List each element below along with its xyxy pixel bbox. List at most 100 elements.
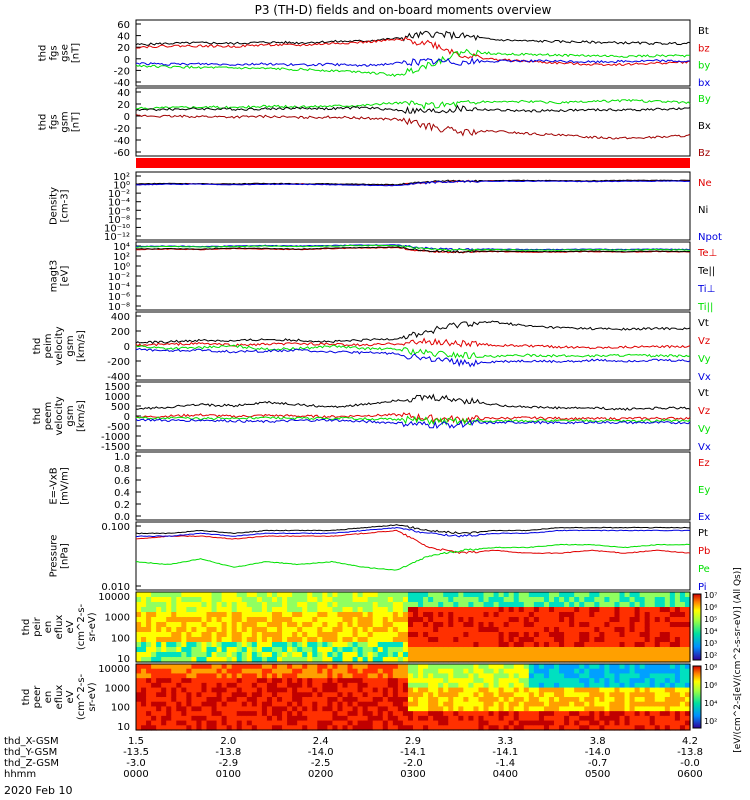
heatmap-cell (483, 617, 490, 623)
heatmap-cell (453, 720, 459, 726)
heatmap-cell (322, 622, 328, 628)
heatmap-cell (327, 678, 334, 684)
heatmap-cell (453, 647, 459, 653)
heatmap-cell (231, 701, 238, 708)
heatmap-cell (413, 711, 419, 717)
heatmap-cell (342, 597, 349, 603)
series-line-green (135, 48, 691, 78)
heatmap-cell (277, 647, 283, 653)
heatmap-cell (423, 657, 429, 663)
heatmap-cell (589, 607, 595, 613)
heatmap-cell (548, 687, 555, 693)
heatmap-cell (287, 720, 293, 726)
heatmap-cell (438, 632, 444, 638)
heatmap-cell (468, 668, 475, 675)
heatmap-cell (559, 682, 565, 689)
heatmap-cell (569, 637, 575, 643)
heatmap-cell (674, 664, 681, 670)
heatmap-cell (387, 617, 394, 623)
heatmap-cell (216, 682, 223, 689)
series-line-red (135, 337, 691, 350)
heatmap-cell (664, 701, 671, 708)
heatmap-cell (397, 612, 404, 618)
heatmap-cell (176, 687, 182, 693)
heatmap-cell (418, 602, 424, 608)
heatmap-cell (564, 692, 570, 698)
heatmap-cell (528, 701, 535, 708)
heatmap-cell (589, 612, 595, 618)
heatmap-cell (402, 711, 409, 717)
heatmap-cell (433, 592, 439, 598)
heatmap-cell (307, 678, 313, 684)
heatmap-cell (402, 720, 409, 726)
heatmap-cell (538, 652, 545, 658)
legend-label: Ez (698, 458, 710, 469)
heatmap-cell (337, 657, 344, 663)
heatmap-cell (513, 687, 520, 693)
heatmap-cell (498, 627, 505, 633)
heatmap-cell (584, 642, 590, 648)
heatmap-cell (498, 687, 505, 693)
heatmap-cell (372, 622, 379, 628)
heatmap-cell (463, 657, 469, 663)
heatmap-cell (176, 682, 182, 689)
heatmap-cell (488, 637, 495, 643)
heatmap-cell (473, 622, 480, 628)
heatmap-cell (684, 711, 691, 717)
heatmap-cell (211, 697, 218, 703)
heatmap-cell (302, 607, 308, 613)
heatmap-cell (463, 664, 469, 670)
heatmap-cell (483, 647, 490, 653)
heatmap-cell (629, 725, 636, 731)
heatmap-cell (256, 725, 263, 731)
heatmap-cell (669, 673, 676, 679)
heatmap-cell (407, 725, 414, 731)
heatmap-cell (216, 725, 223, 731)
heatmap-cell (241, 592, 248, 598)
heatmap-cell (327, 612, 334, 618)
heatmap-cell (538, 697, 545, 703)
heatmap-cell (513, 652, 520, 658)
heatmap-cell (241, 720, 248, 726)
heatmap-cell (428, 664, 434, 670)
heatmap-cell (266, 647, 273, 653)
heatmap-cell (261, 617, 268, 623)
heatmap-cell (528, 692, 535, 698)
heatmap-cell (156, 647, 162, 653)
heatmap-cell (604, 617, 611, 623)
heatmap-cell (231, 612, 238, 618)
heatmap-cell (277, 612, 283, 618)
heatmap-cell (483, 701, 490, 708)
heatmap-cell (181, 711, 187, 717)
heatmap-cell (483, 720, 490, 726)
heatmap-cell (684, 692, 691, 698)
heatmap-cell (201, 720, 208, 726)
heatmap-cell (191, 657, 198, 663)
heatmap-cell (156, 668, 162, 675)
heatmap-cell (659, 678, 666, 684)
heatmap-cell (543, 720, 550, 726)
heatmap-cell (317, 602, 323, 608)
heatmap-cell (503, 682, 510, 689)
heatmap-cell (589, 642, 595, 648)
heatmap-cell (624, 612, 631, 618)
heatmap-cell (498, 697, 505, 703)
heatmap-cell (513, 668, 520, 675)
y-axis-label-line: [nPa] (60, 543, 71, 569)
heatmap-cell (382, 664, 389, 670)
heatmap-cell (312, 622, 318, 628)
heatmap-cell (196, 602, 203, 608)
heatmap-cell (402, 612, 409, 618)
heatmap-cell (664, 617, 671, 623)
heatmap-cell (513, 706, 520, 712)
y-tick-label: 10⁻⁸ (108, 215, 130, 226)
heatmap-cell (196, 607, 203, 613)
heatmap-cell (669, 701, 676, 708)
heatmap-cell (619, 597, 626, 603)
heatmap-cell (634, 692, 641, 698)
heatmap-cell (438, 678, 444, 684)
heatmap-cell (528, 678, 535, 684)
heatmap-cell (528, 715, 535, 722)
heatmap-cell (428, 627, 434, 633)
heatmap-cell (211, 715, 218, 722)
